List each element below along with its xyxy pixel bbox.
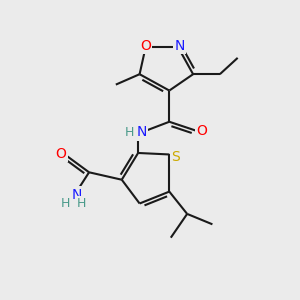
Text: N: N [175,39,185,53]
Text: H: H [77,197,86,210]
Text: O: O [56,147,66,160]
Text: O: O [140,39,151,53]
Text: N: N [72,188,83,202]
Text: O: O [196,124,207,138]
Text: H: H [125,126,134,139]
Text: N: N [136,125,147,139]
Text: S: S [172,150,180,164]
Text: H: H [61,197,70,210]
